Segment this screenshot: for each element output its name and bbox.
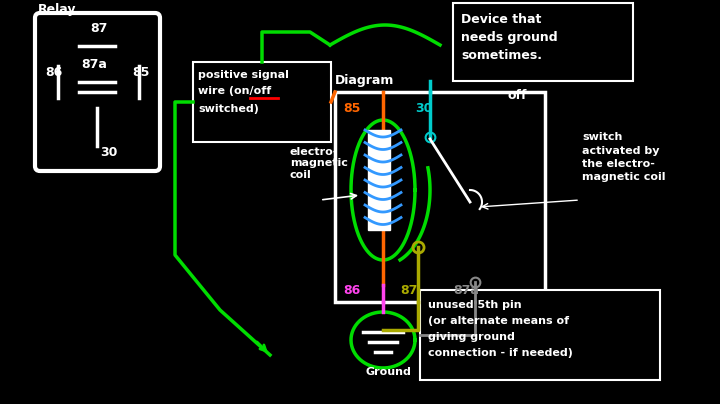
Text: 86: 86: [343, 284, 360, 297]
Text: connection - if needed): connection - if needed): [428, 348, 573, 358]
Text: needs ground: needs ground: [461, 31, 557, 44]
Text: Ground: Ground: [365, 367, 411, 377]
Text: electro-
magnetic
coil: electro- magnetic coil: [290, 147, 348, 180]
Text: giving ground: giving ground: [428, 332, 515, 342]
Text: switch
activated by
the electro-
magnetic coil: switch activated by the electro- magneti…: [582, 133, 665, 182]
Text: (or alternate means of: (or alternate means of: [428, 316, 569, 326]
Text: 85: 85: [343, 102, 361, 115]
Text: Relay: Relay: [38, 3, 76, 16]
Text: Device that: Device that: [461, 13, 541, 26]
Text: switched): switched): [198, 104, 259, 114]
Text: positive signal: positive signal: [198, 70, 289, 80]
Text: Diagram: Diagram: [335, 74, 395, 87]
Bar: [193, 62, 331, 142]
Text: 87: 87: [90, 22, 107, 35]
Text: 85: 85: [132, 66, 149, 79]
Text: 87a: 87a: [453, 284, 479, 297]
Text: sometimes.: sometimes.: [461, 49, 542, 62]
Text: wire (on/off: wire (on/off: [198, 86, 271, 96]
Text: unused 5th pin: unused 5th pin: [428, 300, 521, 310]
Text: 30: 30: [415, 102, 433, 115]
Text: 87a: 87a: [81, 58, 107, 71]
Bar: [453, 3, 633, 81]
Text: 30: 30: [100, 146, 117, 159]
Bar: [368, 130, 390, 230]
Text: 86: 86: [45, 66, 62, 79]
Text: off: off: [508, 89, 528, 102]
Bar: [335, 92, 545, 302]
Bar: [420, 290, 660, 380]
Text: 87: 87: [400, 284, 418, 297]
FancyBboxPatch shape: [35, 13, 160, 171]
